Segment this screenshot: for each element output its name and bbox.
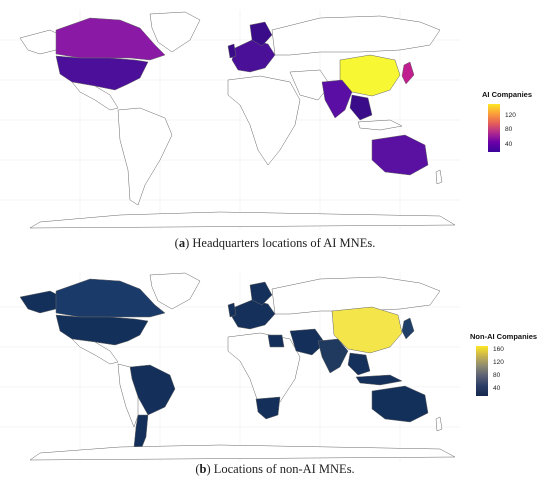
country-australia: [371, 385, 429, 423]
country-australia: [371, 134, 429, 176]
country-alaska: [19, 290, 59, 314]
country-japan: [401, 317, 415, 340]
country-russia: [271, 15, 441, 56]
region-indonesia: [355, 374, 403, 386]
caption-b-text: Locations of non-AI MNEs.: [213, 462, 355, 476]
legend-colorbar-non-ai: [476, 346, 488, 396]
legend-title-ai: AI Companies: [482, 90, 533, 99]
country-usa: [55, 314, 149, 346]
continent-antarctica: [29, 444, 456, 461]
region-europe: [231, 39, 276, 73]
country-mexico: [71, 81, 119, 111]
legend-tick-non-ai-160: 160: [493, 346, 504, 353]
country-mexico: [71, 338, 119, 365]
country-greenland: [149, 11, 201, 53]
world-map-ai: [0, 10, 460, 230]
panel-non-ai-locations: Non-AI Companies 160 120 80 40 (b) Locat…: [0, 262, 550, 485]
country-greenland: [149, 272, 201, 310]
country-canada: [55, 17, 166, 61]
continent-south-america: [117, 107, 173, 206]
country-japan: [401, 61, 415, 85]
region-southeast-asia: [349, 94, 373, 121]
country-canada: [55, 278, 166, 318]
country-uk: [227, 302, 237, 318]
continent-africa: [227, 75, 301, 166]
country-india: [317, 338, 349, 374]
caption-a-label: a: [178, 236, 186, 250]
legend-tick-ai-120: 120: [505, 112, 516, 119]
region-nordics: [249, 21, 273, 47]
caption-b: (b) Locations of non-AI MNEs.: [195, 462, 355, 476]
legend-tick-ai-80: 80: [505, 126, 513, 133]
country-india: [321, 79, 353, 119]
legend-tick-ai-40: 40: [505, 141, 513, 148]
country-egypt: [267, 334, 285, 348]
region-europe: [231, 299, 276, 330]
region-indonesia: [357, 119, 403, 131]
legend-tick-non-ai-40: 40: [493, 385, 501, 392]
country-alaska: [19, 29, 59, 55]
region-southeast-asia: [347, 352, 371, 376]
legend-title-non-ai: Non-AI Companies: [470, 332, 538, 341]
country-new-zealand: [435, 416, 443, 432]
country-new-zealand: [435, 169, 443, 185]
region-middle-east: [289, 328, 326, 356]
caption-b-label: b: [199, 462, 207, 476]
panel-ai-headquarters: AI Companies 120 80 40 (a) Headquarters …: [0, 10, 533, 250]
caption-a: (a) Headquarters locations of AI MNEs.: [174, 236, 376, 250]
continent-antarctica: [29, 211, 456, 229]
country-south-africa: [255, 396, 281, 420]
legend-tick-non-ai-80: 80: [493, 372, 501, 379]
world-map-non-ai: [0, 272, 460, 462]
caption-a-text: Headquarters locations of AI MNEs.: [192, 236, 376, 250]
country-uk: [227, 43, 237, 59]
country-usa: [55, 55, 149, 91]
region-south-america-west: [117, 363, 139, 428]
legend-tick-non-ai-120: 120: [493, 359, 504, 366]
region-nordics: [249, 281, 273, 306]
country-russia: [271, 276, 441, 315]
legend-colorbar-ai: [488, 104, 500, 152]
